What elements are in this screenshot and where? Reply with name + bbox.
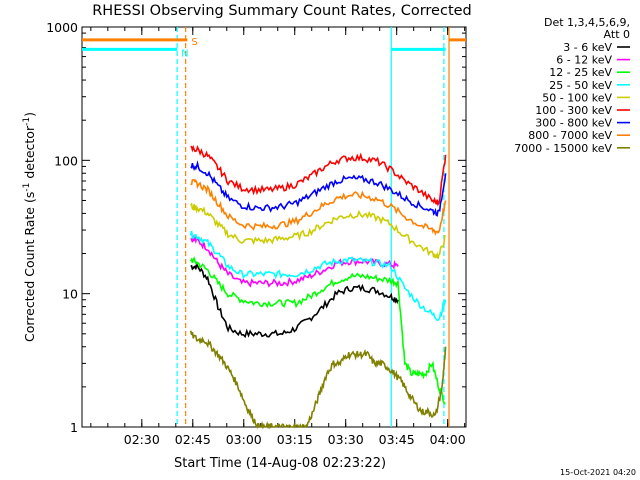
y-tick-label: 10 [62,287,78,302]
y-tick-label: 100 [54,153,78,168]
y-tick-label: 1000 [46,20,78,35]
legend-entry-label: 6 - 12 keV [556,54,612,67]
series-line-3 [189,230,447,322]
x-axis-label: Start Time (14-Aug-08 02:23:22) [174,456,386,471]
legend-entry-label: 25 - 50 keV [549,79,612,92]
y-axis-label-sup2: -1 [22,117,32,126]
y-axis-label-tail: detector [22,125,37,183]
series-line-7 [190,178,447,236]
y-axis-label: Corrected Count Rate (s-1 detector-1) [22,112,37,342]
series-line-5 [190,144,447,207]
x-tick-label: 03:45 [379,432,415,447]
y-axis-label-main: Corrected Count Rate (s [22,192,37,342]
x-tick-label: 02:30 [124,432,160,447]
y-axis-label-sup1: -1 [22,183,32,192]
legend-header-line2: Att 0 [604,28,630,41]
series-line-4 [190,202,446,259]
flag-label-s: S [191,37,197,48]
x-tick-label: 03:15 [277,432,313,447]
series-line-2 [190,256,446,405]
legend-entry-label: 12 - 25 keV [549,66,612,79]
legend-entry-label: 800 - 7000 keV [528,129,612,142]
legend-entry-label: 300 - 800 keV [535,117,612,130]
series-line-6 [190,160,447,217]
legend-entry-label: 3 - 6 keV [563,41,612,54]
x-tick-label: 03:00 [226,432,262,447]
y-axis-label-close: ) [22,112,37,117]
x-tick-label: 03:30 [328,432,364,447]
chart-title: RHESSI Observing Summary Count Rates, Co… [92,3,472,19]
legend-header-line1: Det 1,3,4,5,6,9, [544,16,630,29]
legend-entry-label: 7000 - 15000 keV [514,142,612,155]
plot-area: 1 10 100 1000 02:30 02:45 03:00 03:15 03:30 03:45… [46,20,467,447]
legend-entry-label: 100 - 300 keV [535,104,612,117]
flag-label-n: N [181,48,188,59]
series-line-8 [189,330,447,430]
y-tick-label: 1 [70,420,78,435]
x-tick-label: 02:45 [175,432,211,447]
footer-date: 15-Oct-2021 04:20 [560,468,636,477]
series-line-0 [190,260,399,339]
x-tick-label: 04:00 [430,432,466,447]
legend-entry-label: 50 - 100 keV [542,91,612,104]
series-line-1 [190,234,399,288]
